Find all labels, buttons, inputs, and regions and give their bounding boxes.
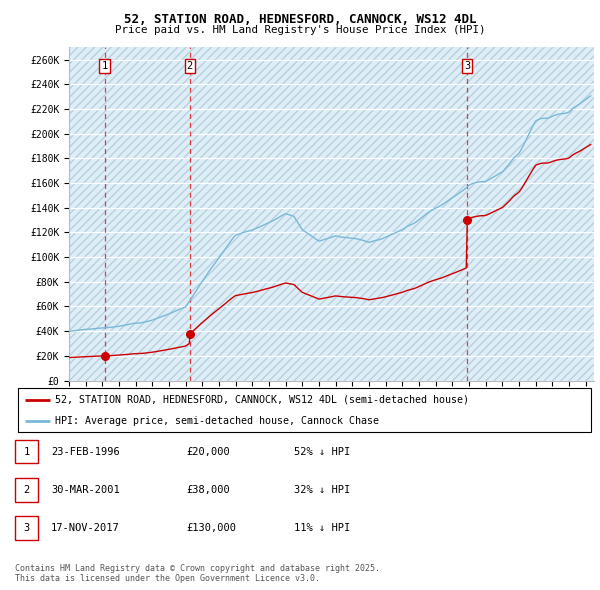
- Text: 3: 3: [23, 523, 29, 533]
- Text: 32% ↓ HPI: 32% ↓ HPI: [294, 485, 350, 495]
- Text: £38,000: £38,000: [186, 485, 230, 495]
- Text: HPI: Average price, semi-detached house, Cannock Chase: HPI: Average price, semi-detached house,…: [55, 416, 379, 426]
- Text: 1: 1: [23, 447, 29, 457]
- Text: Price paid vs. HM Land Registry's House Price Index (HPI): Price paid vs. HM Land Registry's House …: [115, 25, 485, 35]
- Text: Contains HM Land Registry data © Crown copyright and database right 2025.
This d: Contains HM Land Registry data © Crown c…: [15, 563, 380, 583]
- Text: £130,000: £130,000: [186, 523, 236, 533]
- Text: £20,000: £20,000: [186, 447, 230, 457]
- Text: 3: 3: [464, 61, 470, 71]
- Text: 30-MAR-2001: 30-MAR-2001: [51, 485, 120, 495]
- Text: 11% ↓ HPI: 11% ↓ HPI: [294, 523, 350, 533]
- Text: 23-FEB-1996: 23-FEB-1996: [51, 447, 120, 457]
- Text: 52% ↓ HPI: 52% ↓ HPI: [294, 447, 350, 457]
- Text: 2: 2: [187, 61, 193, 71]
- Text: 2: 2: [23, 485, 29, 495]
- Text: 1: 1: [101, 61, 108, 71]
- Text: 17-NOV-2017: 17-NOV-2017: [51, 523, 120, 533]
- Text: 52, STATION ROAD, HEDNESFORD, CANNOCK, WS12 4DL (semi-detached house): 52, STATION ROAD, HEDNESFORD, CANNOCK, W…: [55, 395, 469, 405]
- Text: 52, STATION ROAD, HEDNESFORD, CANNOCK, WS12 4DL: 52, STATION ROAD, HEDNESFORD, CANNOCK, W…: [124, 13, 476, 26]
- FancyBboxPatch shape: [18, 388, 591, 432]
